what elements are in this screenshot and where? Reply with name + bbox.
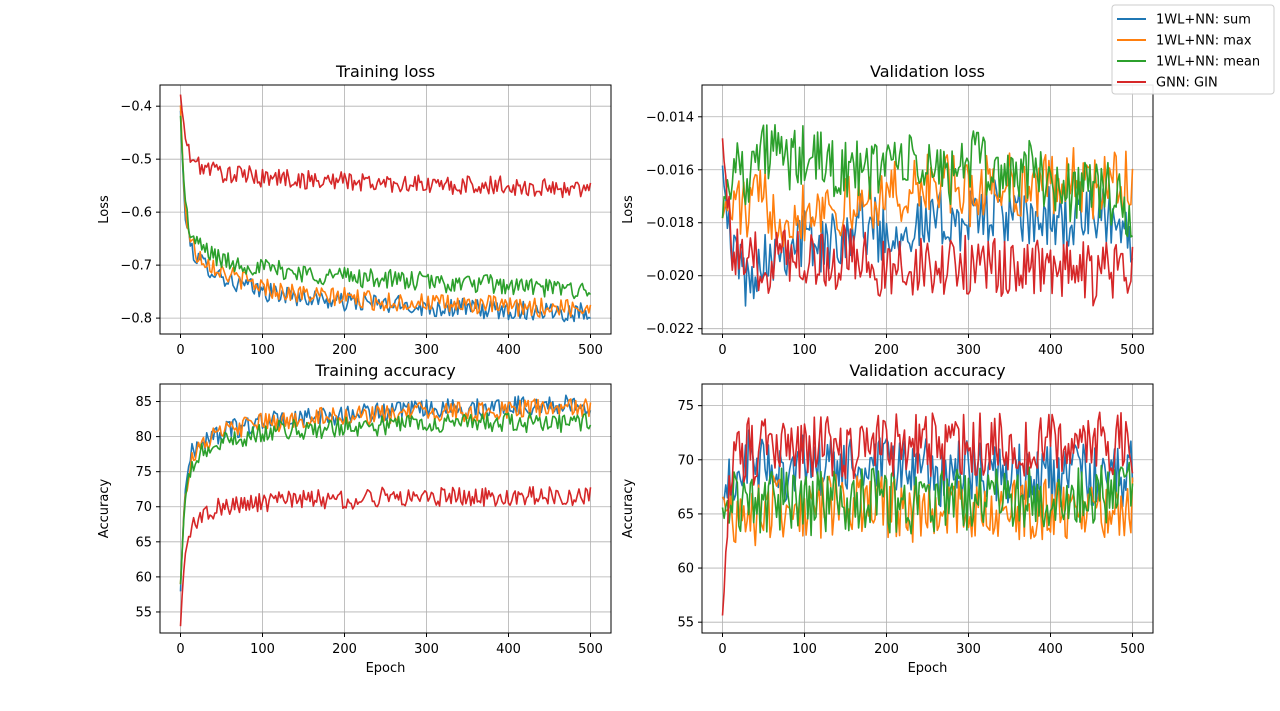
y-tick-label: 65 <box>677 507 694 522</box>
y-tick-label: −0.022 <box>646 322 694 337</box>
x-tick-label: 300 <box>956 642 981 657</box>
series-line <box>721 411 1134 616</box>
series-line <box>179 398 592 585</box>
x-axis-label: Epoch <box>908 661 948 676</box>
plot-area <box>702 85 1153 334</box>
subplot-title: Training loss <box>335 62 435 81</box>
axes-frame <box>159 383 612 634</box>
x-tick-label: 200 <box>874 343 899 358</box>
subplot-2: 0 100 200 300 400 500 −0.022 −0.020 −0.018 −0.016… <box>621 62 1154 358</box>
x-tick-label: 200 <box>332 642 357 657</box>
series-line <box>179 486 592 627</box>
x-tick-label: 500 <box>1120 642 1145 657</box>
x-tick-label: 0 <box>176 642 184 657</box>
series-line <box>179 115 592 300</box>
x-tick-label: 0 <box>176 343 184 358</box>
y-tick-label: 60 <box>135 570 152 585</box>
x-tick-label: 400 <box>496 642 521 657</box>
y-tick-label: −0.4 <box>120 100 152 115</box>
x-tick-label: 300 <box>414 642 439 657</box>
x-tick-label: 0 <box>718 642 726 657</box>
x-tick-label: 300 <box>414 343 439 358</box>
series-line <box>179 394 592 592</box>
y-tick-label: −0.6 <box>120 206 152 221</box>
y-tick-label: −0.014 <box>646 110 694 125</box>
x-tick-label: 100 <box>250 343 275 358</box>
x-tick-label: 400 <box>1038 343 1063 358</box>
axes-frame <box>701 383 1154 634</box>
y-tick-label: −0.8 <box>120 312 152 327</box>
y-tick-label: −0.016 <box>646 163 694 178</box>
x-tick-label: 400 <box>496 343 521 358</box>
y-tick-label: 85 <box>135 395 152 410</box>
x-tick-label: 200 <box>332 343 357 358</box>
series-line <box>721 124 1133 238</box>
x-tick-label: 0 <box>718 343 726 358</box>
x-tick-label: 400 <box>1038 642 1063 657</box>
x-tick-label: 100 <box>250 642 275 657</box>
series-line <box>179 105 592 318</box>
y-axis-label: Loss <box>621 195 636 224</box>
subplot-4: 0 100 200 300 400 500 55 60 65 70 75 Validation acc… <box>621 361 1154 676</box>
series-line <box>721 461 1134 537</box>
subplot-title: Validation accuracy <box>849 361 1005 380</box>
x-tick-label: 100 <box>792 642 817 657</box>
axes-frame <box>701 84 1154 335</box>
y-tick-label: 55 <box>677 616 694 631</box>
subplot-3: 0 100 200 300 400 500 55 60 65 70 75 80 85 Training a… <box>97 361 612 676</box>
y-tick-label: 80 <box>135 430 152 445</box>
y-tick-label: −0.020 <box>646 269 694 284</box>
series-line <box>179 94 592 199</box>
y-axis-label: Accuracy <box>97 479 112 539</box>
x-tick-label: 500 <box>578 343 603 358</box>
y-tick-label: −0.018 <box>646 216 694 231</box>
y-tick-label: 75 <box>135 465 152 480</box>
y-tick-label: 70 <box>135 500 152 515</box>
subplot-title: Training accuracy <box>314 361 455 380</box>
y-tick-label: −0.5 <box>120 153 152 168</box>
x-tick-label: 300 <box>956 343 981 358</box>
y-tick-label: 75 <box>677 399 694 414</box>
y-tick-label: 60 <box>677 562 694 577</box>
plot-area <box>160 85 611 334</box>
series-line <box>721 138 1134 307</box>
y-tick-label: 70 <box>677 453 694 468</box>
subplot-title: Validation loss <box>870 62 985 81</box>
legend-entry: 1WL+NN: sum <box>1156 13 1251 28</box>
x-axis-label: Epoch <box>366 661 406 676</box>
x-tick-label: 100 <box>792 343 817 358</box>
legend-frame <box>1111 4 1275 95</box>
y-tick-label: 55 <box>135 605 152 620</box>
legend: 1WL+NN: sum 1WL+NN: max 1WL+NN: mean GNN: G… <box>1111 4 1275 95</box>
legend-entry: GNN: GIN <box>1156 76 1218 91</box>
y-tick-label: 65 <box>135 535 152 550</box>
axes-frame <box>159 84 612 335</box>
x-tick-label: 500 <box>1120 343 1145 358</box>
y-axis-label: Accuracy <box>621 479 636 539</box>
y-tick-label: −0.7 <box>120 259 152 274</box>
subplot-1: 0 100 200 300 400 500 −0.8 −0.7 −0.6 −0.5 −0.4 Trai… <box>97 62 612 358</box>
legend-entry: 1WL+NN: max <box>1156 34 1252 49</box>
series-line <box>179 412 592 585</box>
x-tick-label: 200 <box>874 642 899 657</box>
legend-entry: 1WL+NN: mean <box>1156 55 1260 70</box>
y-axis-label: Loss <box>97 195 112 224</box>
x-tick-label: 500 <box>578 642 603 657</box>
